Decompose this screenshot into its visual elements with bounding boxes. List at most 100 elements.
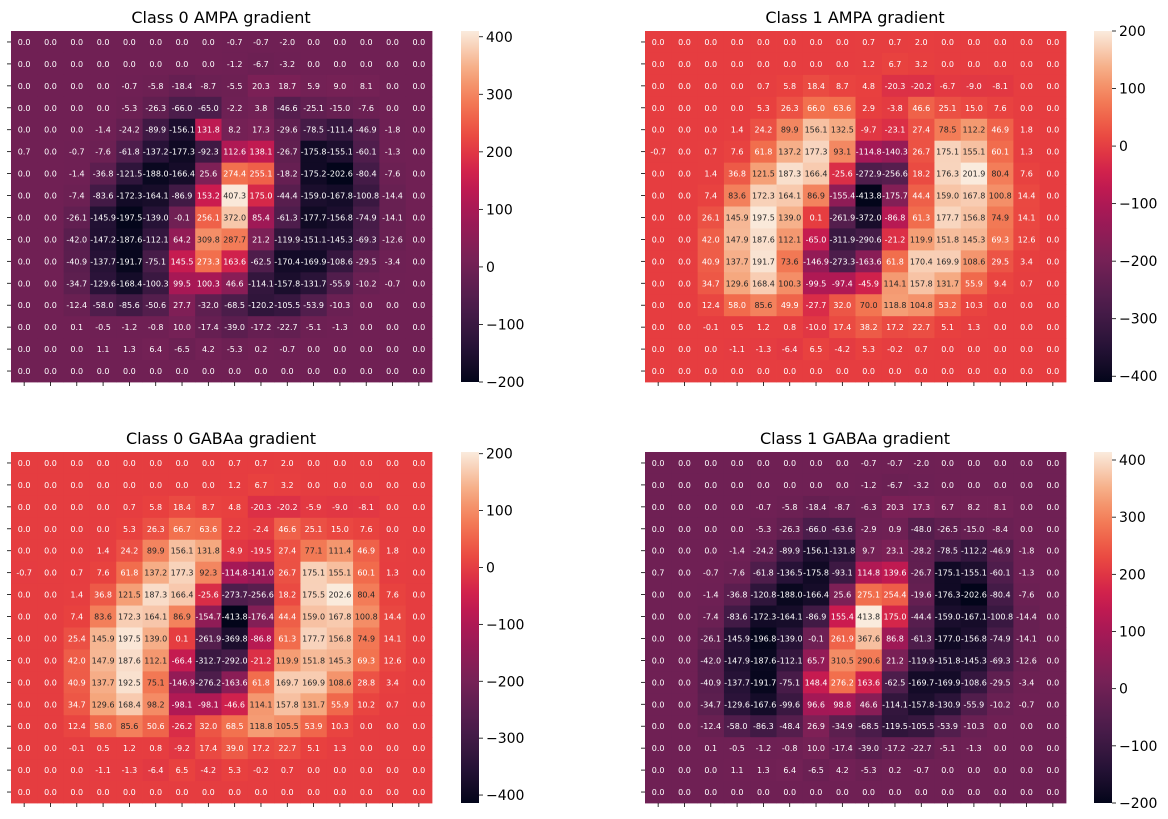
heatmap-cell xyxy=(697,605,725,628)
cell-label: 157.8 xyxy=(276,700,299,709)
cell-label: -26.5 xyxy=(937,525,958,534)
cell-label: 0.0 xyxy=(704,766,717,775)
cell-label: 0.0 xyxy=(412,744,425,753)
cell-label: -6.4 xyxy=(148,766,164,775)
colorbar-tick-label: −300 xyxy=(1119,312,1157,328)
heatmap-cell xyxy=(195,338,222,361)
heatmap-cell xyxy=(195,583,222,606)
heatmap-cell xyxy=(37,781,65,804)
cell-label: 0.0 xyxy=(44,235,57,244)
heatmap-cell xyxy=(723,671,751,694)
cell-label: 156.8 xyxy=(328,634,351,643)
heatmap-cell xyxy=(829,649,856,672)
cell-label: 0.0 xyxy=(360,722,373,731)
cell-label: 0.0 xyxy=(652,60,665,69)
heatmap-cell xyxy=(881,250,909,273)
cell-label: -175.8 xyxy=(301,148,327,157)
cell-label: -34.9 xyxy=(832,722,853,731)
cell-label: 0.0 xyxy=(968,60,981,69)
heatmap-cell xyxy=(11,294,38,317)
cell-label: 0.0 xyxy=(386,104,399,113)
heatmap-cell xyxy=(987,495,1014,519)
cell-label: 0.0 xyxy=(678,591,691,600)
cell-label: -6.5 xyxy=(174,345,190,354)
heatmap-cell xyxy=(987,649,1014,672)
heatmap-cell xyxy=(723,649,751,672)
cell-label: -369.8 xyxy=(222,634,248,643)
heatmap-cell xyxy=(750,737,777,760)
cell-label: 25.4 xyxy=(68,634,86,643)
cell-label: -5.3 xyxy=(227,345,243,354)
cell-label: -34.7 xyxy=(66,279,87,288)
cell-label: 5.8 xyxy=(149,503,162,512)
cell-label: 0.0 xyxy=(704,525,717,534)
heatmap-cell xyxy=(855,781,883,804)
heatmap-cell xyxy=(750,140,777,164)
heatmap-cell xyxy=(829,473,856,497)
heatmap-cell xyxy=(671,96,699,120)
heatmap-cell xyxy=(908,627,935,650)
cell-label: -69.3 xyxy=(356,235,377,244)
cell-label: 105.5 xyxy=(276,722,299,731)
heatmap-cell xyxy=(379,583,407,606)
cell-label: 0.0 xyxy=(97,82,110,91)
heatmap-cell xyxy=(116,737,143,760)
cell-label: -112.1 xyxy=(143,235,169,244)
heatmap-cell xyxy=(221,294,249,317)
heatmap-cell xyxy=(1039,671,1067,694)
heatmap-cell xyxy=(274,206,301,229)
cell-label: 119.9 xyxy=(276,656,299,665)
heatmap-cell xyxy=(1013,360,1041,383)
heatmap-cell xyxy=(750,52,777,76)
heatmap-cell xyxy=(142,140,170,164)
heatmap-cell xyxy=(116,605,143,628)
heatmap-cell xyxy=(247,473,275,497)
heatmap-cell xyxy=(776,671,804,694)
heatmap-cell xyxy=(353,118,380,142)
cell-label: 17.4 xyxy=(199,744,217,753)
cell-label: 0.0 xyxy=(994,345,1007,354)
cell-label: 8.1 xyxy=(360,82,373,91)
cell-label: 3.8 xyxy=(255,104,268,113)
cell-label: 58.0 xyxy=(728,301,746,310)
heatmap-cell xyxy=(274,118,301,142)
heatmap-cell xyxy=(960,759,988,782)
cell-label: -0.7 xyxy=(122,82,138,91)
heatmap-cell xyxy=(960,206,988,229)
heatmap-cell xyxy=(274,517,301,541)
heatmap-cell xyxy=(960,539,988,563)
cell-label: 100.3 xyxy=(197,279,220,288)
heatmap-cell xyxy=(802,294,830,317)
heatmap-cell xyxy=(671,715,699,738)
cell-label: -163.6 xyxy=(222,678,248,687)
cell-label: 254.4 xyxy=(884,591,907,600)
heatmap-cell xyxy=(11,759,38,782)
heatmap-cell xyxy=(300,338,328,361)
cell-label: 6.5 xyxy=(810,345,823,354)
heatmap-cell xyxy=(142,737,170,760)
cell-label: -19.6 xyxy=(911,591,932,600)
colorbar xyxy=(461,31,479,382)
cell-label: 108.6 xyxy=(962,257,985,266)
cell-label: 0.0 xyxy=(412,367,425,376)
cell-label: 0.0 xyxy=(97,38,110,47)
heatmap-cell xyxy=(697,561,725,585)
heatmap-cell xyxy=(116,759,143,782)
heatmap-cell xyxy=(405,649,433,672)
heatmap-cell xyxy=(37,737,65,760)
heatmap-cell xyxy=(89,452,117,475)
heatmap-cell xyxy=(750,715,777,738)
heatmap-cell xyxy=(168,316,196,339)
colorbar-tick-label: −100 xyxy=(486,317,524,333)
cell-label: 0.0 xyxy=(810,367,823,376)
cell-label: 1.1 xyxy=(731,766,744,775)
cell-label: 0.0 xyxy=(652,213,665,222)
heatmap-cell xyxy=(168,539,196,563)
cell-label: -0.7 xyxy=(913,766,929,775)
cell-label: -21.2 xyxy=(885,235,906,244)
heatmap-cell xyxy=(1039,360,1067,383)
heatmap-cell xyxy=(723,605,751,628)
heatmap-cell xyxy=(11,517,38,541)
heatmap-cell xyxy=(326,31,354,54)
cell-label: 0.0 xyxy=(1046,104,1059,113)
